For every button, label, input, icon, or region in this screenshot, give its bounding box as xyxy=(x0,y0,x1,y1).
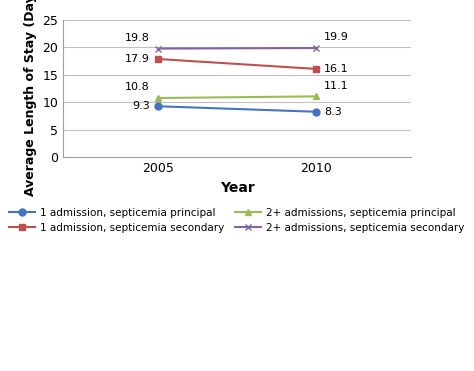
X-axis label: Year: Year xyxy=(219,181,255,195)
2+ admissions, septicemia secondary xyxy=(313,46,319,50)
2+ admissions, septicemia principal xyxy=(313,94,319,99)
Line: 2+ admissions, septicemia secondary: 2+ admissions, septicemia secondary xyxy=(155,45,319,52)
Text: 17.9: 17.9 xyxy=(125,54,150,64)
Text: 16.1: 16.1 xyxy=(324,64,349,74)
Line: 1 admission, septicemia principal: 1 admission, septicemia principal xyxy=(155,103,319,115)
Legend: 1 admission, septicemia principal, 1 admission, septicemia secondary, 2+ admissi: 1 admission, septicemia principal, 1 adm… xyxy=(5,204,469,237)
Line: 2+ admissions, septicemia principal: 2+ admissions, septicemia principal xyxy=(155,93,319,102)
Line: 1 admission, septicemia secondary: 1 admission, septicemia secondary xyxy=(155,56,319,72)
Text: 10.8: 10.8 xyxy=(125,82,150,92)
Text: 19.8: 19.8 xyxy=(125,33,150,43)
2+ admissions, septicemia secondary xyxy=(155,46,161,51)
1 admission, septicemia principal xyxy=(313,109,319,114)
1 admission, septicemia secondary xyxy=(155,57,161,61)
1 admission, septicemia principal xyxy=(155,104,161,108)
Text: 9.3: 9.3 xyxy=(132,101,150,111)
Text: 19.9: 19.9 xyxy=(324,33,349,42)
Text: 11.1: 11.1 xyxy=(324,81,349,91)
Y-axis label: Average Length of Stay (Days): Average Length of Stay (Days) xyxy=(24,0,37,196)
2+ admissions, septicemia principal xyxy=(155,96,161,100)
1 admission, septicemia secondary xyxy=(313,67,319,71)
Text: 8.3: 8.3 xyxy=(324,107,342,117)
